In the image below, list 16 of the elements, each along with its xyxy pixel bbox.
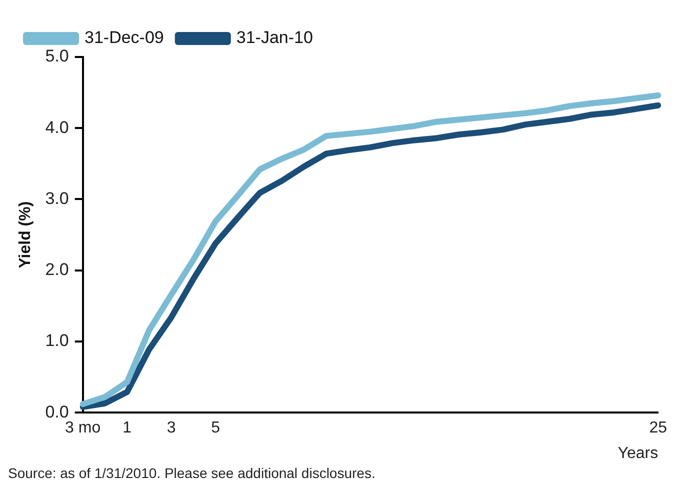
- y-tick-label: 0.0: [45, 402, 69, 422]
- x-tick-label: 1: [122, 420, 132, 437]
- source-note: Source: as of 1/31/2010. Please see additional disclosures.: [8, 465, 376, 481]
- x-tick-label: 25: [649, 420, 668, 437]
- legend-label: 31-Dec-09: [84, 28, 164, 48]
- y-tick-label: 5.0: [45, 46, 69, 66]
- x-axis-title: Years: [618, 444, 658, 462]
- y-tick-label: 4.0: [45, 118, 69, 137]
- x-tick-label: 3 mo: [65, 420, 101, 437]
- y-tick-label: 3.0: [45, 188, 69, 208]
- y-tick-label: 1.0: [45, 331, 69, 350]
- legend-label: 31-Jan-10: [236, 28, 313, 48]
- x-tick-label: 5: [211, 420, 220, 437]
- x-tick-label: 3: [166, 420, 176, 437]
- y-axis-title: Yield (%): [17, 201, 34, 268]
- y-tick-label: 2.0: [45, 260, 69, 280]
